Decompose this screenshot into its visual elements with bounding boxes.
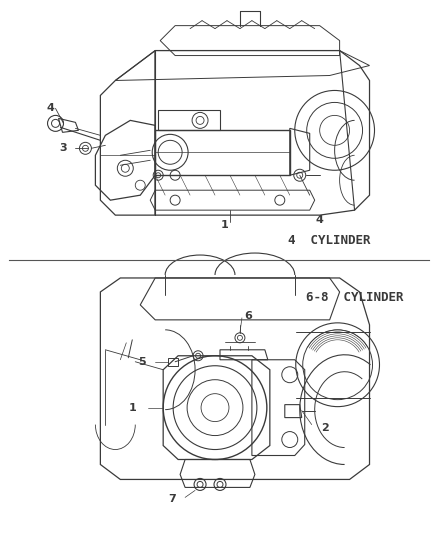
Text: 3: 3: [60, 143, 67, 154]
Text: 4: 4: [46, 103, 54, 114]
Text: 4  CYLINDER: 4 CYLINDER: [288, 233, 371, 247]
Text: 5: 5: [138, 357, 146, 367]
Text: 1: 1: [128, 402, 136, 413]
Text: 7: 7: [168, 495, 176, 504]
Text: 2: 2: [321, 423, 328, 433]
Text: 6: 6: [244, 311, 252, 321]
Text: 4: 4: [316, 215, 324, 225]
Text: 6-8  CYLINDER: 6-8 CYLINDER: [306, 292, 403, 304]
Text: 1: 1: [221, 220, 229, 230]
